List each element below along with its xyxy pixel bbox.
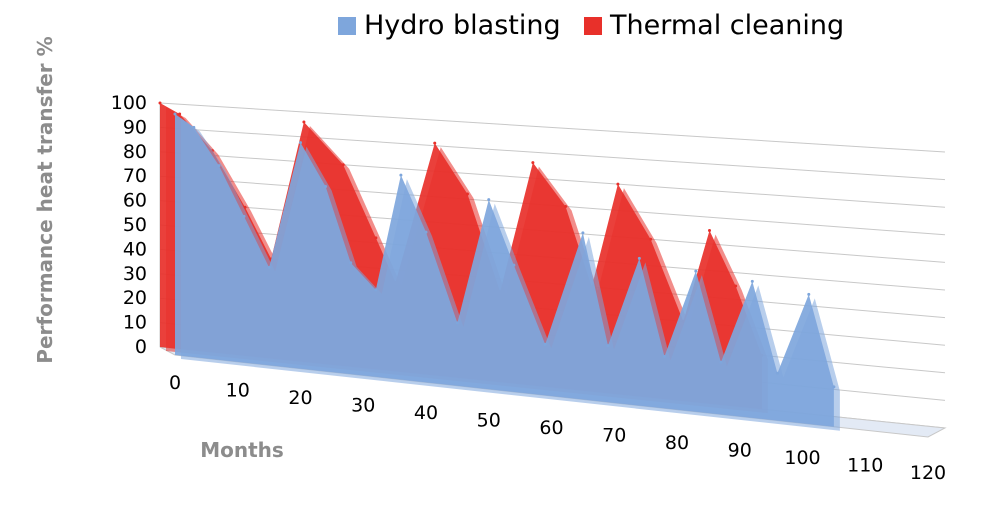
series-area — [175, 114, 834, 427]
data-point — [531, 161, 535, 165]
x-tick-label: 0 — [169, 372, 181, 394]
data-point — [302, 120, 306, 124]
y-tick-label: 100 — [111, 92, 147, 114]
y-tick-label: 50 — [123, 214, 147, 236]
y-axis-title: Performance heat transfer % — [33, 36, 57, 363]
gridline — [159, 151, 946, 208]
data-point — [374, 236, 378, 240]
data-point — [734, 284, 738, 288]
legend-swatch-thermal — [584, 16, 602, 35]
x-tick-label: 120 — [910, 462, 946, 484]
data-point — [708, 229, 711, 233]
data-point — [243, 205, 247, 209]
data-point — [649, 237, 653, 241]
data-point — [455, 321, 459, 325]
data-point — [543, 342, 547, 346]
data-point — [606, 344, 610, 348]
data-point — [324, 184, 328, 188]
y-tick-label: 0 — [135, 336, 147, 358]
x-tick-label: 60 — [539, 417, 563, 439]
x-tick-label: 90 — [728, 440, 752, 462]
data-point — [192, 125, 196, 129]
data-point — [158, 101, 162, 105]
legend-item-hydro: Hydro blasting — [338, 10, 561, 41]
legend: Hydro blasting Thermal cleaning — [0, 10, 1000, 50]
data-point — [581, 231, 585, 235]
legend-item-thermal: Thermal cleaning — [584, 10, 844, 41]
data-point — [173, 112, 177, 116]
x-tick-label: 70 — [602, 425, 626, 447]
data-point — [694, 269, 698, 273]
data-point — [487, 198, 491, 202]
y-tick-label: 10 — [123, 312, 147, 334]
data-point — [374, 288, 378, 292]
data-point — [637, 256, 641, 260]
x-tick-label: 30 — [351, 395, 375, 417]
data-point — [719, 360, 723, 364]
data-point — [267, 265, 271, 269]
data-point — [349, 261, 353, 265]
data-point — [564, 204, 568, 208]
data-point — [424, 230, 428, 234]
legend-label-hydro: Hydro blasting — [364, 10, 561, 41]
data-point — [512, 263, 516, 267]
data-point — [465, 192, 469, 196]
data-point — [750, 279, 754, 283]
legend-label-thermal: Thermal cleaning — [610, 10, 845, 41]
x-axis-title: Months — [200, 438, 284, 462]
y-tick-label: 90 — [123, 116, 147, 138]
x-tick-label: 40 — [414, 402, 438, 424]
data-point — [217, 164, 221, 168]
data-point — [399, 173, 403, 177]
data-point — [832, 385, 836, 389]
legend-swatch-hydro — [338, 16, 356, 35]
y-tick-label: 70 — [123, 165, 147, 187]
data-point — [433, 141, 437, 145]
x-tick-label: 110 — [847, 455, 883, 477]
data-point — [341, 163, 345, 167]
x-tick-label: 100 — [784, 447, 820, 469]
x-tick-label: 10 — [226, 380, 250, 402]
x-tick-label: 20 — [288, 387, 312, 409]
y-tick-label: 80 — [123, 141, 147, 163]
data-point — [775, 371, 779, 375]
data-point — [807, 292, 811, 296]
x-tick-label: 50 — [477, 410, 501, 432]
data-point — [662, 354, 666, 358]
data-point — [299, 141, 302, 145]
y-tick-label: 20 — [123, 287, 147, 309]
data-point — [178, 112, 182, 116]
x-axis-ticks: 0 10 20 30 40 50 60 70 80 90 100 110 120 — [169, 372, 946, 484]
y-tick-label: 30 — [123, 263, 147, 285]
series-hydro-blasting — [173, 112, 840, 431]
gridline — [159, 126, 946, 181]
y-tick-label: 60 — [123, 190, 147, 212]
data-point — [616, 182, 620, 186]
gridline — [159, 102, 946, 153]
y-tick-label: 40 — [123, 238, 147, 260]
x-tick-label: 80 — [665, 432, 689, 454]
data-point — [242, 214, 246, 218]
